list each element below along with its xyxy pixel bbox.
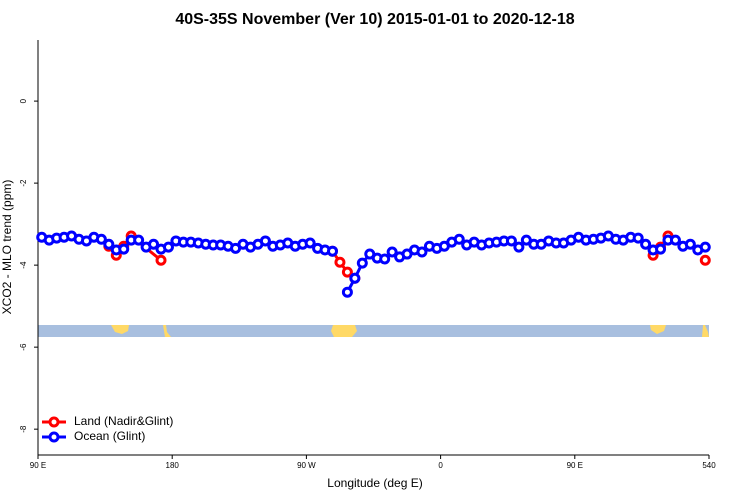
land-blob [702,325,709,337]
point [505,235,517,247]
legend-label: Land (Nadir&Glint) [74,414,173,428]
point [341,286,353,298]
point [118,243,130,255]
point [513,241,525,253]
point [349,272,361,284]
point [103,238,115,250]
point [356,257,368,269]
point [416,246,428,258]
land-blob [331,325,357,337]
land-sea-strip [38,325,709,337]
point [259,235,271,247]
point [341,266,353,278]
point [453,233,465,245]
point [334,256,346,268]
point [162,241,174,253]
point [699,241,711,253]
x-tick-label: 540 [702,461,716,470]
point [699,254,711,266]
y-tick-label: -2 [19,179,28,187]
y-tick-label: -6 [19,343,28,351]
point [379,253,391,265]
x-tick-label: 90 E [30,461,46,470]
point [133,234,145,246]
point [95,233,107,245]
point [386,246,398,258]
legend-marker [48,431,60,443]
point [155,254,167,266]
y-tick-label: 0 [19,98,28,103]
point [304,237,316,249]
land-blob [650,325,666,334]
ocean-strip [38,325,709,337]
y-axis-label: XCO2 - MLO trend (ppm) [0,180,14,315]
point [669,234,681,246]
y-tick-label: -8 [19,425,28,433]
legend-label: Ocean (Glint) [74,429,145,443]
point [640,238,652,250]
point [326,245,338,257]
y-tick-label: -4 [19,261,28,269]
x-axis-label: Longitude (deg E) [327,476,422,490]
x-tick-label: 90 E [567,461,583,470]
land-blob [163,325,171,337]
point [655,243,667,255]
chart-title: 40S-35S November (Ver 10) 2015-01-01 to … [175,11,574,28]
x-tick-label: 180 [166,461,180,470]
land-blob [111,325,129,334]
point [148,238,160,250]
legend-marker [48,416,60,428]
point [684,238,696,250]
point [632,232,644,244]
x-tick-label: 90 W [297,461,316,470]
x-tick-label: 0 [438,461,443,470]
